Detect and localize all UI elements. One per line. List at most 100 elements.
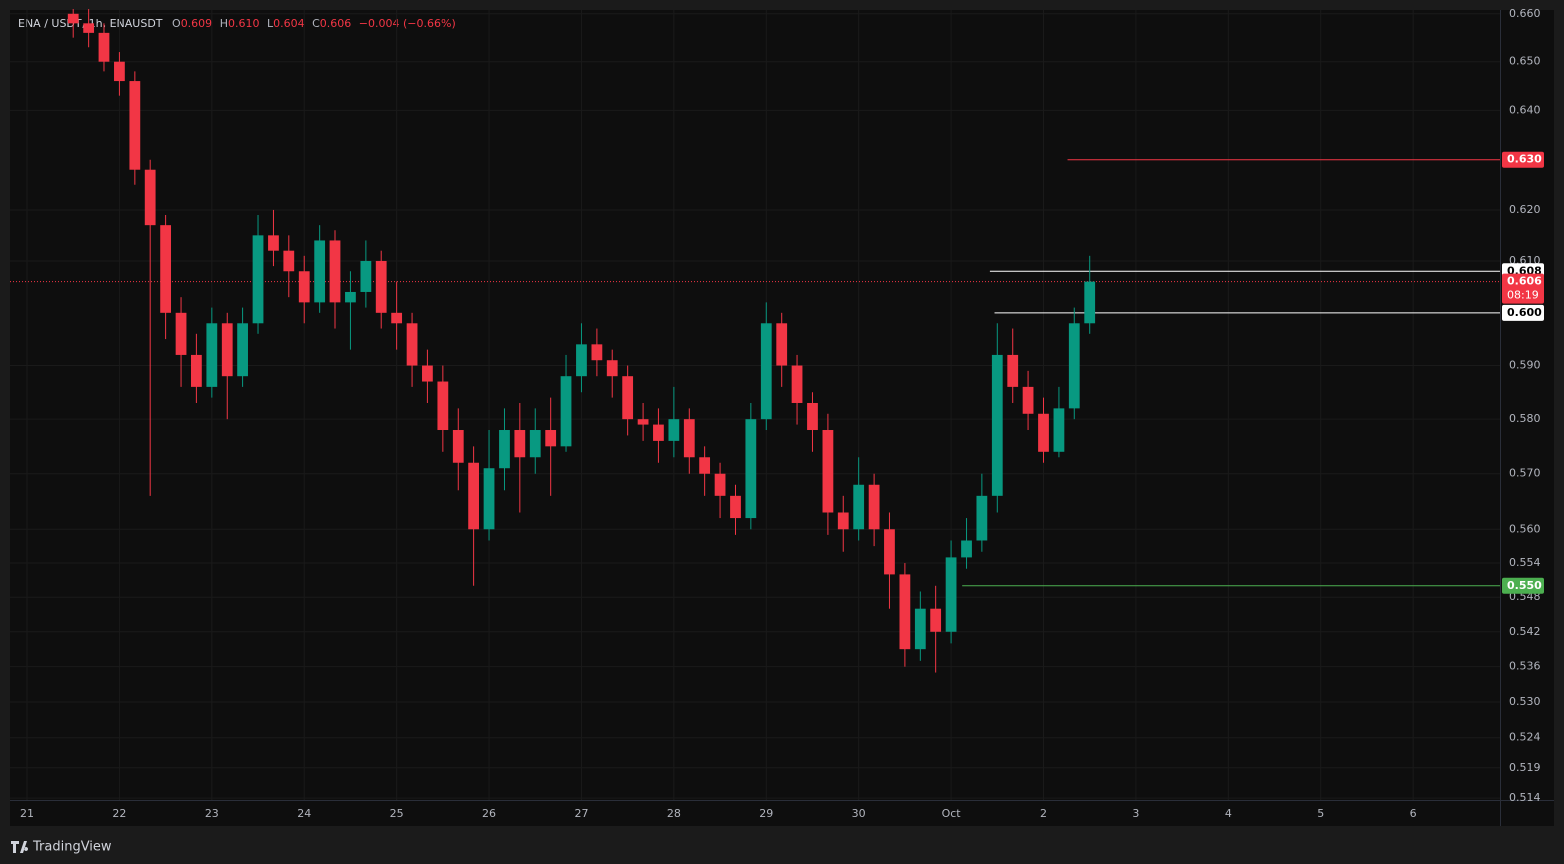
candle-body bbox=[760, 323, 772, 420]
change-pct: (−0.66%) bbox=[403, 17, 456, 30]
y-tick-label: 0.524 bbox=[1509, 731, 1541, 744]
y-tick-label: 0.590 bbox=[1509, 359, 1541, 372]
last-price-label: 0.606 bbox=[1507, 275, 1542, 288]
y-tick-label: 0.650 bbox=[1509, 55, 1541, 68]
candle-body bbox=[807, 402, 818, 431]
logo-mark bbox=[11, 841, 29, 853]
ohlc-key: H bbox=[220, 17, 228, 30]
y-tick-label: 0.570 bbox=[1509, 467, 1541, 480]
ohlc-value: 0.606 bbox=[320, 17, 352, 30]
candle-body bbox=[730, 495, 741, 519]
y-tick-label: 0.580 bbox=[1509, 412, 1541, 425]
level-label-box bbox=[1502, 577, 1544, 594]
candle-body bbox=[391, 312, 403, 324]
candle-body bbox=[406, 323, 418, 366]
candle-body bbox=[452, 430, 464, 463]
candle-body bbox=[853, 484, 865, 530]
brand: TradingView bbox=[32, 840, 112, 855]
x-tick-label: 23 bbox=[205, 807, 219, 820]
candle-body bbox=[1007, 354, 1019, 387]
candle-body bbox=[899, 574, 911, 650]
candle-body bbox=[791, 365, 803, 403]
y-tick-label: 0.542 bbox=[1509, 625, 1541, 638]
candle-body bbox=[1068, 323, 1080, 409]
candle-body bbox=[1022, 386, 1034, 414]
y-tick-label: 0.530 bbox=[1509, 695, 1541, 708]
x-tick-label: 2 bbox=[1040, 807, 1047, 820]
grid bbox=[10, 10, 1500, 800]
candle-body bbox=[190, 354, 202, 387]
candle-body bbox=[237, 323, 248, 377]
candle-body bbox=[776, 323, 788, 366]
candle-body bbox=[837, 512, 849, 530]
change: −0.004 bbox=[359, 17, 400, 30]
x-tick-label: 3 bbox=[1132, 807, 1139, 820]
y-tick-label: 0.519 bbox=[1509, 761, 1541, 774]
candle-body bbox=[714, 473, 726, 496]
candle-body bbox=[945, 557, 957, 632]
candle-body bbox=[991, 354, 1003, 496]
x-tick-label: 27 bbox=[574, 807, 588, 820]
ohlc-value: 0.609 bbox=[181, 17, 213, 30]
level-label: 0.630 bbox=[1507, 153, 1542, 166]
level-label-box bbox=[1502, 304, 1544, 321]
candle-body bbox=[961, 540, 972, 558]
ohlc-value: 0.604 bbox=[273, 17, 305, 30]
x-tick-label: 28 bbox=[667, 807, 681, 820]
y-tick-label: 0.640 bbox=[1509, 103, 1541, 116]
candle-body bbox=[221, 323, 233, 377]
level-label: 0.550 bbox=[1507, 579, 1542, 592]
countdown: 08:19 bbox=[1507, 289, 1539, 302]
candles bbox=[67, 9, 1096, 673]
y-tick-label: 0.620 bbox=[1509, 203, 1541, 216]
candle-body bbox=[560, 376, 572, 447]
candle-body bbox=[622, 376, 634, 420]
level-label: 0.600 bbox=[1507, 306, 1542, 319]
x-tick-label: 25 bbox=[390, 807, 404, 820]
candle-body bbox=[175, 312, 187, 355]
candle-body bbox=[1084, 281, 1096, 324]
candle-body bbox=[529, 430, 541, 458]
candle-body bbox=[283, 250, 295, 272]
candle-body bbox=[298, 271, 310, 303]
candle-body bbox=[668, 419, 680, 441]
candle-body bbox=[976, 495, 988, 541]
x-tick-label: 26 bbox=[482, 807, 496, 820]
candle-body bbox=[98, 32, 110, 62]
candle-body bbox=[314, 240, 326, 303]
x-tick-label: 29 bbox=[759, 807, 773, 820]
candle-body bbox=[914, 608, 926, 650]
candle-body bbox=[499, 430, 510, 469]
candle-body bbox=[1053, 408, 1065, 452]
x-tick-label: 4 bbox=[1225, 807, 1232, 820]
candle-body bbox=[637, 419, 649, 425]
candle-body bbox=[745, 419, 757, 519]
chart-pane bbox=[10, 10, 1554, 826]
candle-body bbox=[683, 419, 695, 458]
candle-body bbox=[699, 457, 711, 474]
candle-body bbox=[514, 430, 526, 458]
ohlc-key: O bbox=[172, 17, 181, 30]
ohlc-value: 0.610 bbox=[228, 17, 260, 30]
candle-body bbox=[437, 381, 449, 431]
x-tick-label: 22 bbox=[112, 807, 126, 820]
candle-body bbox=[83, 23, 95, 33]
y-tick-label: 0.660 bbox=[1509, 7, 1541, 20]
level-label-box bbox=[1502, 151, 1544, 168]
candle-body bbox=[360, 260, 372, 292]
last-price-box bbox=[1502, 273, 1544, 304]
candle-body bbox=[67, 13, 79, 24]
x-tick-label: 24 bbox=[297, 807, 311, 820]
brand-logo bbox=[11, 841, 29, 853]
candle-body bbox=[545, 430, 557, 447]
candle-body bbox=[884, 529, 895, 575]
x-tick-label: 30 bbox=[852, 807, 866, 820]
candle-body bbox=[375, 260, 387, 313]
candle-body bbox=[114, 61, 125, 82]
x-tick-label: 6 bbox=[1410, 807, 1417, 820]
candle-body bbox=[252, 235, 264, 324]
y-tick-label: 0.560 bbox=[1509, 522, 1541, 535]
header: ENA / USDT, 1h, ENAUSDT O0.609 H0.610 L0… bbox=[18, 17, 456, 30]
